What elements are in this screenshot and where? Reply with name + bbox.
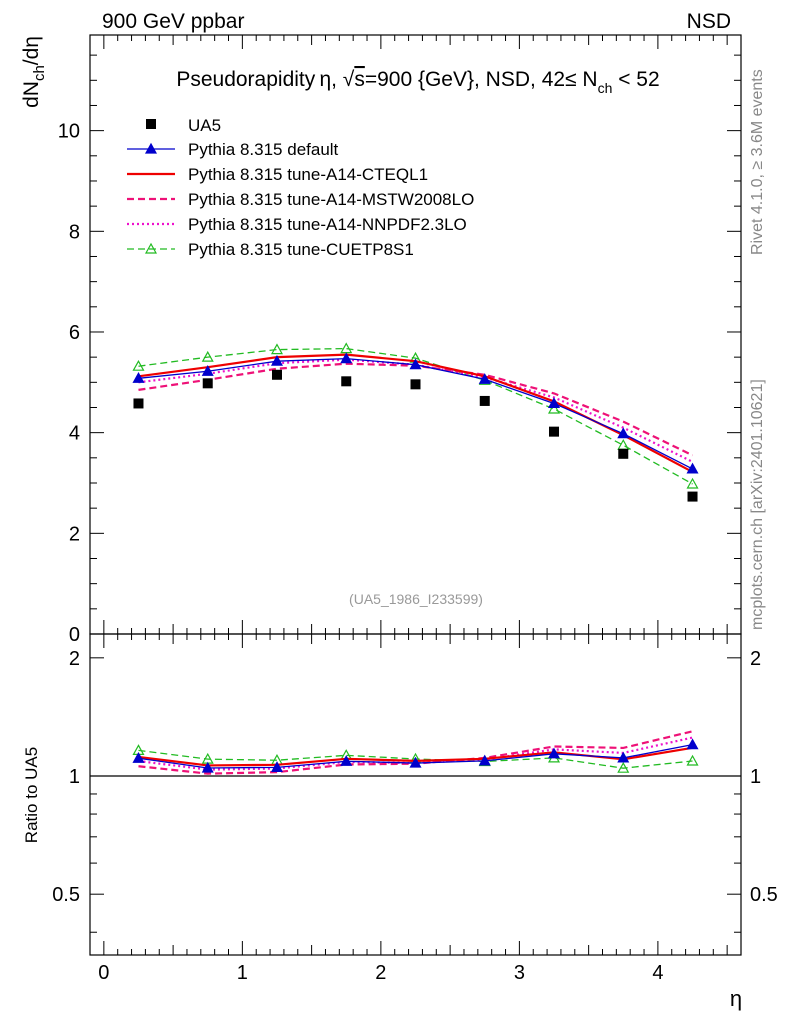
series-marker <box>478 373 491 384</box>
mcplots-label: mcplots.cern.ch [arXiv:2401.10621] <box>749 379 766 630</box>
series-marker <box>270 343 284 355</box>
data-point <box>271 369 282 380</box>
series-marker <box>340 342 353 354</box>
series-marker <box>547 402 561 414</box>
y-tick-label: 8 <box>69 221 80 243</box>
y-tick-label: 0 <box>69 624 80 646</box>
ratio-series-marker <box>409 756 422 768</box>
ratio-series-marker <box>617 761 630 773</box>
legend-label: Pythia 8.315 tune-A14-NNPDF2.3LO <box>188 215 467 234</box>
y-axis-label: dNch/dη <box>20 36 48 108</box>
legend-label: Pythia 8.315 tune-A14-CTEQL1 <box>188 165 428 184</box>
ratio-tick-label-right: 1 <box>750 766 761 788</box>
ratio-series-marker <box>478 754 491 766</box>
data-point <box>133 398 144 409</box>
legend-label: Pythia 8.315 default <box>188 140 339 159</box>
series-line <box>138 358 694 463</box>
legend-label: Pythia 8.315 tune-A14-MSTW2008LO <box>188 190 474 209</box>
ratio-series-marker <box>547 747 561 759</box>
legend-label: Pythia 8.315 tune-CUETP8S1 <box>188 240 414 259</box>
legend-data-label: UA5 <box>188 116 221 135</box>
data-points <box>133 369 698 502</box>
series-marker <box>201 350 214 362</box>
y-tick-label: 10 <box>58 121 80 143</box>
data-point <box>410 379 421 390</box>
series-line <box>138 353 694 473</box>
series-marker <box>340 352 353 364</box>
ratio-series-marker <box>201 761 214 773</box>
data-point <box>341 376 352 387</box>
legend-marker <box>144 142 158 154</box>
x-tick-label: 1 <box>237 962 248 984</box>
ratio-series-marker <box>132 751 145 763</box>
series-line <box>138 362 694 457</box>
y-tick-label: 2 <box>69 523 80 545</box>
plot-title: Pseudorapidity η, √s=900 {GeV}, NSD, 42≤… <box>176 68 659 96</box>
ratio-frame <box>89 633 742 956</box>
data-point <box>479 395 490 406</box>
ratio-series-marker <box>686 738 699 750</box>
ratio-series <box>132 730 699 775</box>
series-marker <box>201 365 214 376</box>
rivet-label: Rivet 4.1.0, ≥ 3.6M events <box>749 69 766 255</box>
data-point <box>202 378 213 389</box>
data-point <box>549 426 560 437</box>
series-marker <box>132 359 145 371</box>
series-marker <box>686 477 699 489</box>
series-marker <box>270 354 284 366</box>
ratio-tick-label-left: 1 <box>69 766 80 788</box>
data-point <box>687 491 698 502</box>
legend-data-marker <box>146 119 156 129</box>
x-axis-label: η <box>730 986 742 1011</box>
legend-marker <box>144 242 158 254</box>
series-line <box>138 347 693 485</box>
main-series <box>132 342 699 489</box>
series-marker <box>617 427 630 439</box>
ratio-series-marker <box>686 754 699 766</box>
header-left: 900 GeV ppbar <box>102 10 244 33</box>
ratio-series-marker <box>270 761 284 772</box>
series-line <box>138 358 693 470</box>
reference-tag: (UA5_1986_I233599) <box>349 591 483 607</box>
series-marker <box>409 358 422 370</box>
header-right: NSD <box>687 10 731 33</box>
series-marker <box>686 462 699 474</box>
ratio-tick-label-right: 0.5 <box>750 884 778 906</box>
y-tick-label: 4 <box>69 423 80 445</box>
series-marker <box>132 372 145 383</box>
x-tick-label: 2 <box>375 962 386 984</box>
data-point <box>618 448 629 459</box>
ratio-y-axis-label: Ratio to UA5 <box>22 747 41 843</box>
ratio-tick-label-right: 2 <box>750 648 761 670</box>
series-marker <box>547 397 561 409</box>
ratio-tick-label-left: 2 <box>69 648 80 670</box>
legend: UA5 Pythia 8.315 default Pythia 8.315 tune… <box>127 116 474 259</box>
x-tick-label: 0 <box>98 962 109 984</box>
x-tick-label: 4 <box>652 962 663 984</box>
ratio-series-marker <box>340 755 353 766</box>
y-tick-label: 6 <box>69 322 80 344</box>
ratio-series-marker <box>617 751 630 763</box>
ratio-tick-label-left: 0.5 <box>52 884 80 906</box>
x-tick-label: 3 <box>514 962 525 984</box>
